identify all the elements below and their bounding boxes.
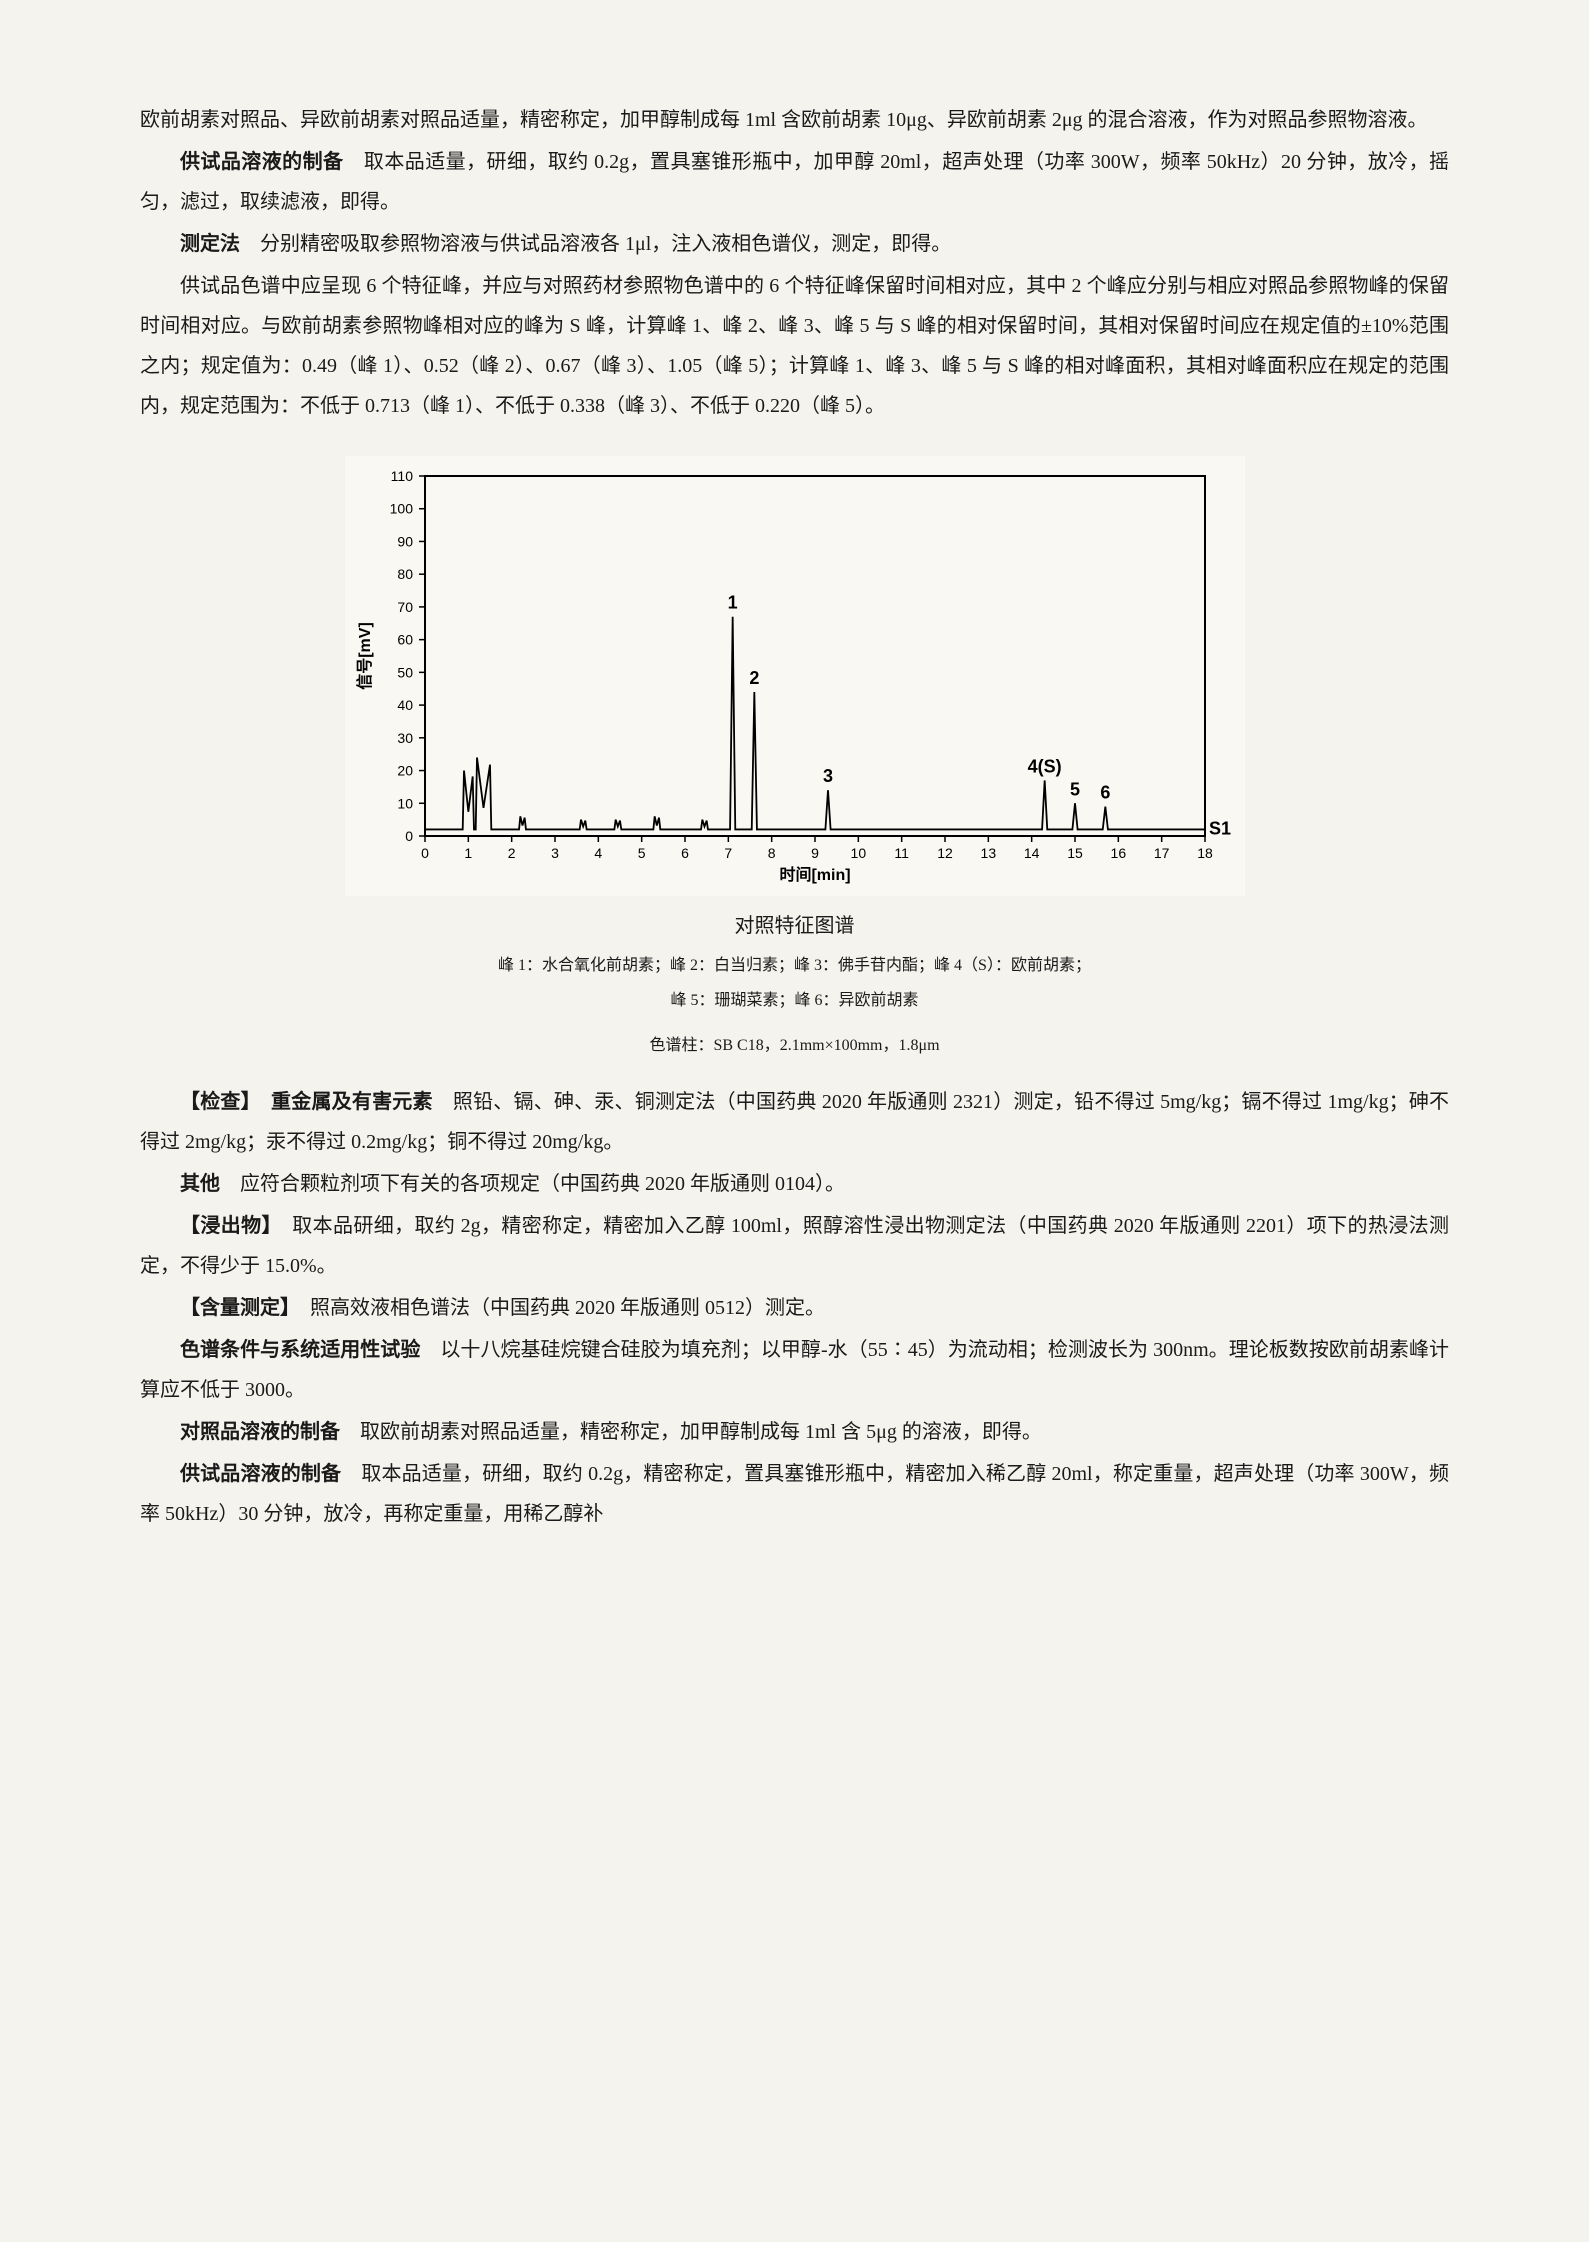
paragraph-5: 【检查】 重金属及有害元素 照铅、镉、砷、汞、铜测定法（中国药典 2020 年版… <box>140 1082 1449 1162</box>
svg-text:4: 4 <box>594 845 602 861</box>
paragraph-9: 色谱条件与系统适用性试验 以十八烷基硅烷键合硅胶为填充剂；以甲醇-水（55∶45… <box>140 1330 1449 1410</box>
svg-text:8: 8 <box>767 845 775 861</box>
heading-prep-test: 供试品溶液的制备 <box>180 151 343 173</box>
svg-text:时间[min]: 时间[min] <box>779 865 850 884</box>
svg-text:9: 9 <box>811 845 819 861</box>
svg-text:10: 10 <box>850 845 866 861</box>
paragraph-3: 测定法 分别精密吸取参照物溶液与供试品溶液各 1μl，注入液相色谱仪，测定，即得… <box>140 224 1449 264</box>
svg-text:0: 0 <box>421 845 429 861</box>
svg-text:S1: S1 <box>1209 818 1231 838</box>
svg-text:18: 18 <box>1197 845 1213 861</box>
svg-text:16: 16 <box>1110 845 1126 861</box>
svg-text:7: 7 <box>724 845 732 861</box>
text: 分别精密吸取参照物溶液与供试品溶液各 1μl，注入液相色谱仪，测定，即得。 <box>240 233 951 255</box>
svg-text:13: 13 <box>980 845 996 861</box>
svg-text:0: 0 <box>405 828 413 844</box>
heading-assay: 【含量测定】 <box>180 1297 290 1319</box>
svg-text:20: 20 <box>397 763 413 779</box>
text: 供试品色谱中应呈现 6 个特征峰，并应与对照药材参照物色谱中的 6 个特征峰保留… <box>140 275 1449 417</box>
heading-method: 测定法 <box>180 233 240 255</box>
svg-text:14: 14 <box>1023 845 1039 861</box>
heading-chromatography: 色谱条件与系统适用性试验 <box>180 1339 420 1361</box>
heading-reference-prep: 对照品溶液的制备 <box>180 1421 340 1443</box>
svg-text:信号[mV]: 信号[mV] <box>355 622 374 690</box>
paragraph-11: 供试品溶液的制备 取本品适量，研细，取约 0.2g，精密称定，置具塞锥形瓶中，精… <box>140 1454 1449 1534</box>
svg-text:90: 90 <box>397 533 413 549</box>
svg-text:3: 3 <box>551 845 559 861</box>
svg-text:40: 40 <box>397 697 413 713</box>
text: 欧前胡素对照品、异欧前胡素对照品适量，精密称定，加甲醇制成每 1ml 含欧前胡素… <box>140 109 1428 131</box>
svg-text:2: 2 <box>749 668 759 688</box>
svg-text:6: 6 <box>681 845 689 861</box>
chromatogram-svg: 0102030405060708090100110012345678910111… <box>345 456 1245 896</box>
chart-legend-line2: 峰 5：珊瑚菜素；峰 6：异欧前胡素 <box>345 987 1245 1016</box>
svg-text:60: 60 <box>397 632 413 648</box>
chart-legend-line1: 峰 1：水合氧化前胡素；峰 2：白当归素；峰 3：佛手苷内酯；峰 4（S）：欧前… <box>345 952 1245 981</box>
svg-text:110: 110 <box>390 468 413 484</box>
svg-text:17: 17 <box>1153 845 1169 861</box>
svg-text:12: 12 <box>937 845 953 861</box>
svg-text:1: 1 <box>727 593 737 613</box>
paragraph-1: 欧前胡素对照品、异欧前胡素对照品适量，精密称定，加甲醇制成每 1ml 含欧前胡素… <box>140 100 1449 140</box>
svg-text:100: 100 <box>389 501 413 517</box>
text: 取欧前胡素对照品适量，精密称定，加甲醇制成每 1ml 含 5μg 的溶液，即得。 <box>340 1421 1042 1443</box>
text: 照高效液相色谱法（中国药典 2020 年版通则 0512）测定。 <box>290 1297 825 1319</box>
chart-title: 对照特征图谱 <box>345 906 1245 946</box>
heading-test-prep: 供试品溶液的制备 <box>180 1463 341 1485</box>
svg-text:1: 1 <box>464 845 472 861</box>
heading-inspection: 【检查】 重金属及有害元素 <box>180 1091 433 1113</box>
svg-text:15: 15 <box>1067 845 1083 861</box>
svg-text:6: 6 <box>1100 783 1110 803</box>
chromatogram-figure: 0102030405060708090100110012345678910111… <box>345 456 1245 1062</box>
paragraph-2: 供试品溶液的制备 取本品适量，研细，取约 0.2g，置具塞锥形瓶中，加甲醇 20… <box>140 142 1449 222</box>
paragraph-8: 【含量测定】 照高效液相色谱法（中国药典 2020 年版通则 0512）测定。 <box>140 1288 1449 1328</box>
svg-text:5: 5 <box>1069 779 1079 799</box>
paragraph-4: 供试品色谱中应呈现 6 个特征峰，并应与对照药材参照物色谱中的 6 个特征峰保留… <box>140 266 1449 426</box>
text: 取本品研细，取约 2g，精密称定，精密加入乙醇 100ml，照醇溶性浸出物测定法… <box>140 1215 1449 1277</box>
paragraph-6: 其他 应符合颗粒剂项下有关的各项规定（中国药典 2020 年版通则 0104）。 <box>140 1164 1449 1204</box>
svg-text:10: 10 <box>397 795 413 811</box>
svg-text:2: 2 <box>507 845 515 861</box>
svg-text:80: 80 <box>397 566 413 582</box>
paragraph-10: 对照品溶液的制备 取欧前胡素对照品适量，精密称定，加甲醇制成每 1ml 含 5μ… <box>140 1412 1449 1452</box>
svg-text:4(S): 4(S) <box>1027 756 1061 776</box>
svg-text:70: 70 <box>397 599 413 615</box>
svg-text:3: 3 <box>822 766 832 786</box>
svg-text:30: 30 <box>397 730 413 746</box>
heading-other: 其他 <box>180 1173 220 1195</box>
paragraph-7: 【浸出物】 取本品研细，取约 2g，精密称定，精密加入乙醇 100ml，照醇溶性… <box>140 1206 1449 1286</box>
heading-extract: 【浸出物】 <box>180 1215 272 1237</box>
svg-text:11: 11 <box>894 845 909 861</box>
svg-text:5: 5 <box>637 845 645 861</box>
chart-column-info: 色谱柱：SB C18，2.1mm×100mm，1.8μm <box>345 1030 1245 1062</box>
text: 应符合颗粒剂项下有关的各项规定（中国药典 2020 年版通则 0104）。 <box>220 1173 845 1195</box>
svg-text:50: 50 <box>397 664 413 680</box>
